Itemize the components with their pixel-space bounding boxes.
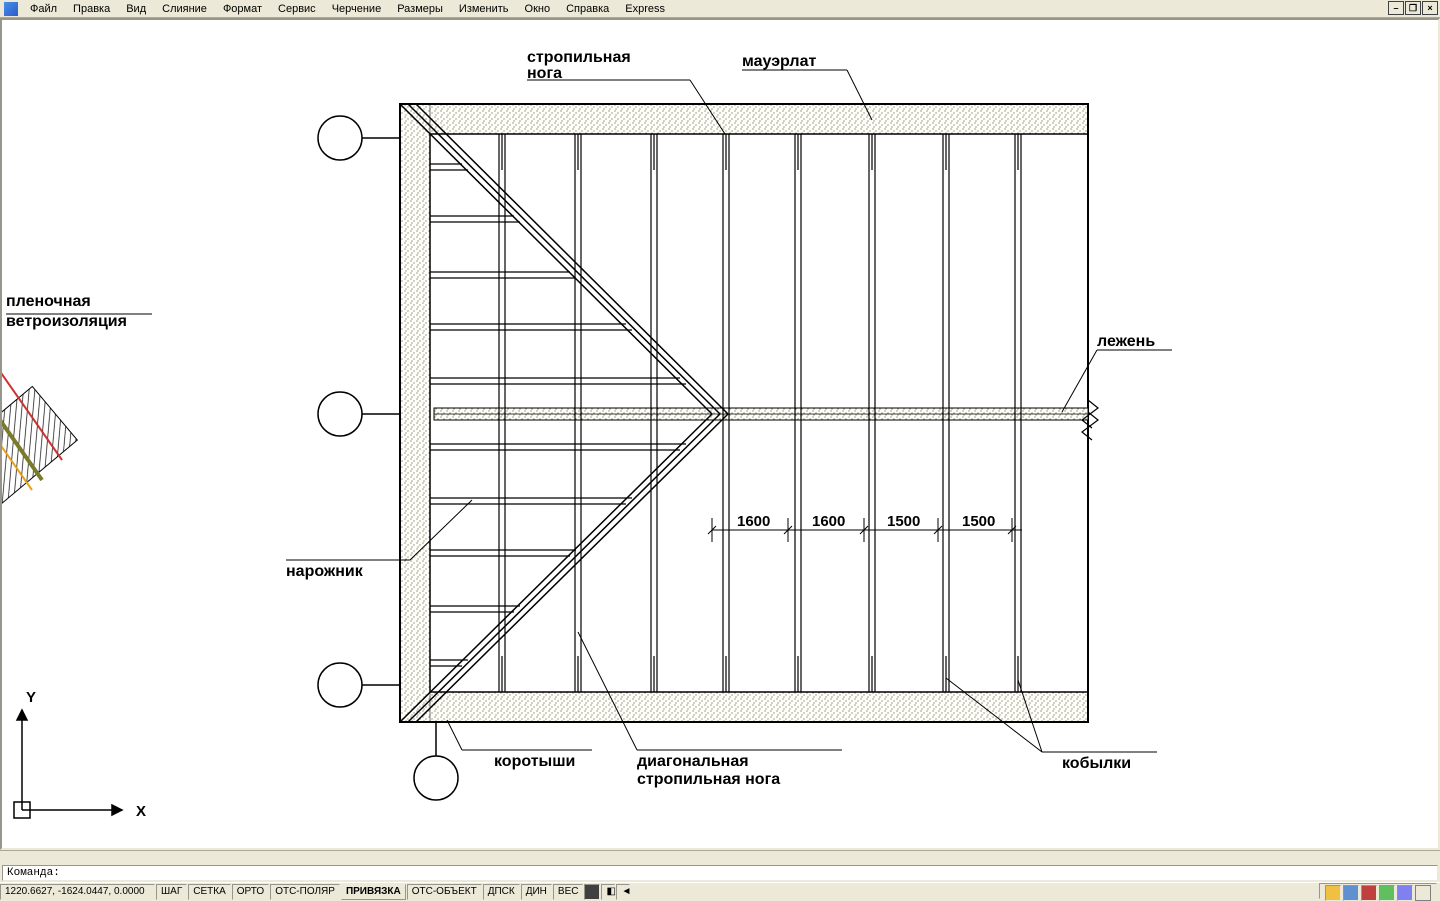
menu-express[interactable]: Express: [617, 1, 673, 17]
menu-dimension[interactable]: Размеры: [389, 1, 451, 17]
lwt-toggle[interactable]: ВЕС: [553, 884, 584, 900]
dim-text: 1500: [962, 513, 995, 530]
grid-toggle[interactable]: СЕТКА: [188, 884, 231, 900]
label-narozhnik: нарожник: [286, 563, 364, 580]
menu-draw[interactable]: Черчение: [324, 1, 390, 17]
app-icon: [4, 2, 18, 16]
label-diag-1: диагональная: [637, 753, 749, 770]
menubar: Файл Правка Вид Слияние Формат Сервис Че…: [0, 0, 1440, 18]
polar-toggle[interactable]: ОТС-ПОЛЯР: [270, 884, 340, 900]
label-lezhen: лежень: [1097, 333, 1155, 350]
dyn-toggle[interactable]: ДИН: [521, 884, 552, 900]
label-windiso-2: ветроизоляция: [6, 313, 127, 330]
ucs-y-label: Y: [26, 689, 36, 706]
window-controls: – ❐ ×: [1387, 1, 1438, 15]
close-button[interactable]: ×: [1422, 1, 1438, 15]
ucs-icon: [14, 710, 122, 818]
ucs-x-label: X: [136, 803, 146, 820]
label-korotyshi: коротыши: [494, 753, 575, 770]
tray-icon[interactable]: [1415, 885, 1431, 901]
otrack-toggle[interactable]: ОТС-ОБЪЕКТ: [407, 884, 482, 900]
menu-merge[interactable]: Слияние: [154, 1, 215, 17]
tray-icon[interactable]: [1343, 885, 1359, 901]
minimize-button[interactable]: –: [1388, 1, 1404, 15]
menu-tools[interactable]: Сервис: [270, 1, 324, 17]
menu-modify[interactable]: Изменить: [451, 1, 517, 17]
label-diag-2: стропильная нога: [637, 771, 780, 788]
ducs-toggle[interactable]: ДПСК: [483, 884, 520, 900]
command-panel: [0, 850, 1440, 882]
menu-help[interactable]: Справка: [558, 1, 617, 17]
label-wallplate: мауэрлат: [742, 53, 816, 70]
osnap-toggle[interactable]: ПРИВЯЗКА: [341, 884, 406, 900]
drawing-canvas[interactable]: 1600 1600 1500 1500 стропильная нога мау…: [0, 18, 1440, 850]
tray-icon[interactable]: [1361, 885, 1377, 901]
snap-toggle[interactable]: ШАГ: [156, 884, 187, 900]
detail-section: [2, 360, 77, 504]
tray-icon[interactable]: [1325, 885, 1341, 901]
status-icon: ◧: [601, 884, 615, 900]
menu-view[interactable]: Вид: [118, 1, 154, 17]
menu-file[interactable]: Файл: [22, 1, 65, 17]
label-rafter-2: нога: [527, 65, 562, 82]
tray-icon[interactable]: [1397, 885, 1413, 901]
tray-icon[interactable]: [1379, 885, 1395, 901]
status-icon: ◄: [616, 884, 630, 900]
statusbar: 1220.6627, -1624.0447, 0.0000 ШАГ СЕТКА …: [0, 882, 1440, 900]
menu-format[interactable]: Формат: [215, 1, 270, 17]
command-input[interactable]: [2, 865, 1438, 881]
dim-text: 1600: [812, 513, 845, 530]
status-coordinates: 1220.6627, -1624.0447, 0.0000: [0, 884, 155, 900]
label-rafter-1: стропильная: [527, 49, 631, 66]
label-kobylki: кобылки: [1062, 755, 1131, 772]
menu-window[interactable]: Окно: [517, 1, 559, 17]
ortho-toggle[interactable]: ОРТО: [232, 884, 269, 900]
dim-text: 1600: [737, 513, 770, 530]
menu-edit[interactable]: Правка: [65, 1, 118, 17]
lezhen-beam: [434, 408, 1088, 420]
model-button[interactable]: [584, 884, 600, 900]
dim-text: 1500: [887, 513, 920, 530]
status-tray: [1319, 883, 1437, 899]
label-windiso-1: пленочная: [6, 293, 91, 310]
restore-button[interactable]: ❐: [1405, 1, 1421, 15]
